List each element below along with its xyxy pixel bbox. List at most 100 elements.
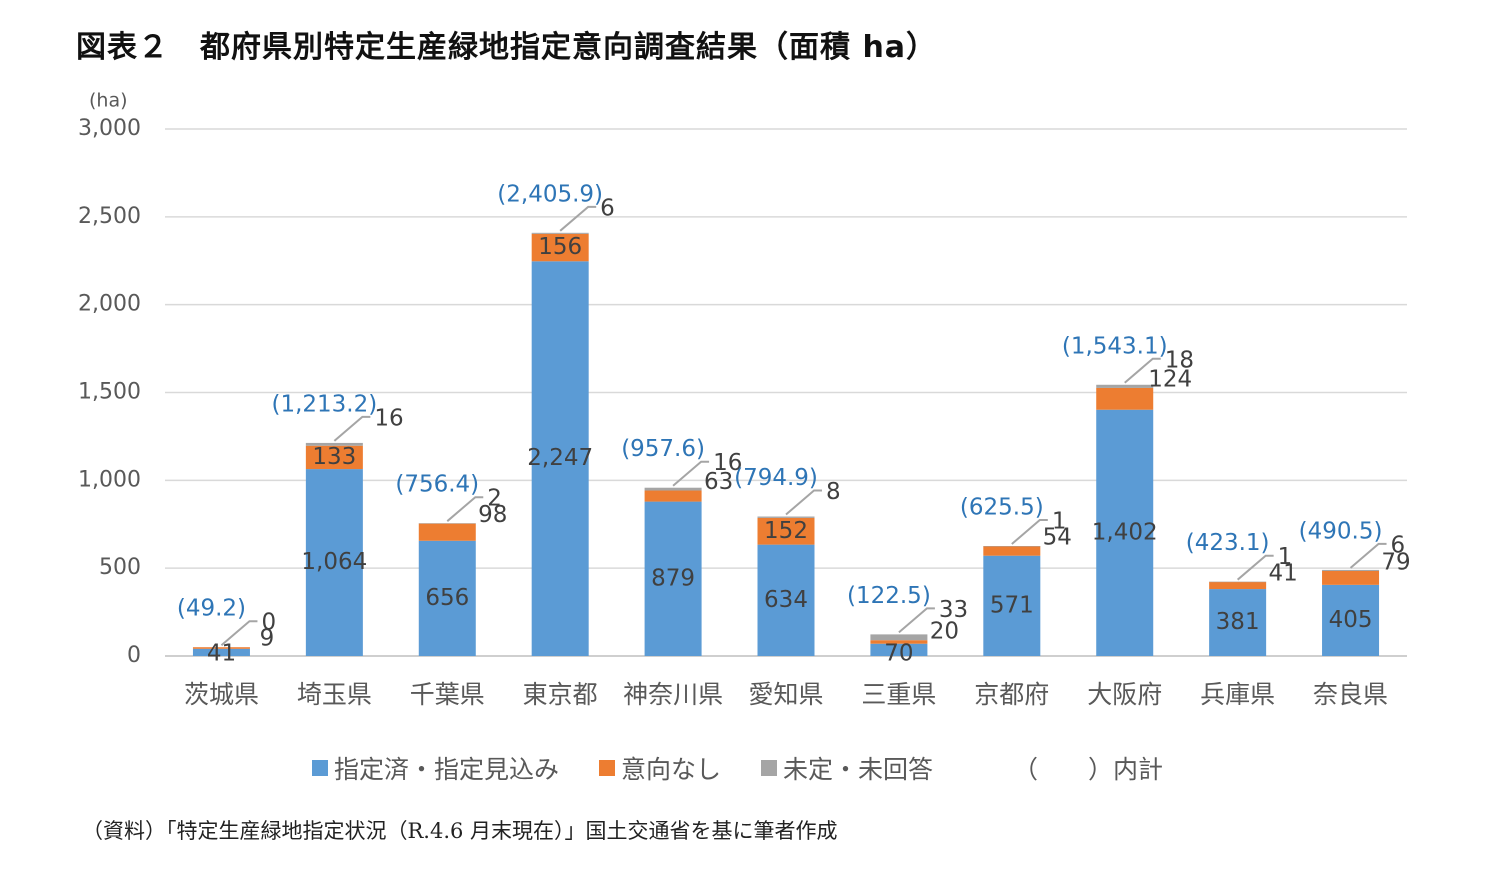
bar-designated [1096,409,1154,656]
data-label-undecided: 16 [374,405,403,431]
legend-swatch-no-intent [599,760,616,776]
leader-line [333,415,371,442]
bar-undecided [983,546,1041,547]
x-category-label: 京都府 [974,680,1049,709]
data-label-designated: 1,064 [301,549,367,575]
leader-line [1236,554,1274,581]
bar-no-intent [192,647,250,649]
data-label-designated: 634 [764,587,808,613]
data-label-undecided: 33 [939,597,968,623]
bar-undecided [305,442,363,446]
data-label-no-intent: 79 [1381,549,1410,575]
leader-line [559,205,597,232]
bar-no-intent [531,233,589,262]
bar-no-intent [1322,570,1380,585]
x-category-label: 兵庫県 [1200,680,1275,709]
data-label-designated: 879 [651,565,695,591]
bar-designated [192,648,250,656]
data-label-no-intent: 156 [538,234,582,260]
data-label-undecided: 6 [600,195,615,221]
data-label-no-intent: 63 [704,469,733,495]
data-label-no-intent: 152 [764,518,808,544]
data-label-designated: 381 [1216,609,1260,635]
data-label-total: (490.5) [1299,518,1383,544]
data-label-designated: 1,402 [1092,519,1158,545]
bar-designated [983,555,1041,656]
data-label-designated: 656 [425,585,469,611]
legend-label-undecided: 未定・未回答 [783,755,934,784]
bar-undecided [870,634,928,641]
y-tick-label: 1,500 [78,380,141,405]
leader-line [1011,519,1048,545]
legend-swatch-designated [312,760,328,776]
data-label-no-intent: 9 [260,626,275,652]
x-category-label: 神奈川県 [623,680,723,709]
bar-designated [305,469,363,656]
data-label-designated: 405 [1329,607,1373,633]
bar-no-intent [870,640,928,644]
data-label-undecided: 18 [1165,347,1194,373]
legend: 指定済・指定見込み 意向なし 未定・未回答 （ ）内計 [312,750,1203,786]
x-category-label: 大阪府 [1087,680,1162,709]
y-tick-label: 0 [127,643,141,668]
bar-no-intent [305,445,363,470]
bar-undecided [1322,569,1380,571]
x-category-label: 埼玉県 [297,680,372,709]
stacked-bar-chart: (ha)05001,0001,5002,0002,5003,000茨城県4190… [78,90,1411,710]
source-note: （資料）「特定生産緑地指定状況（R.4.6 月末現在）」国土交通省を基に筆者作成 [82,819,838,843]
leader-line [898,607,935,634]
bar-no-intent [757,517,815,545]
data-label-no-intent: 98 [478,502,507,528]
legend-swatch-undecided [761,760,778,776]
data-label-undecided: 1 [1278,544,1293,570]
bar-undecided [757,516,815,518]
data-label-total: (2,405.9) [497,181,603,207]
legend-item-designated: 指定済・指定見込み [312,750,559,786]
data-label-undecided: 8 [826,479,841,505]
bar-undecided [1209,581,1267,583]
data-label-total: (794.9) [734,465,818,491]
leader-line [1349,542,1387,569]
bar-designated [1209,589,1267,656]
y-tick-label: 2,500 [78,204,141,229]
x-category-label: 東京都 [523,680,598,709]
data-label-total: (957.6) [621,436,705,462]
data-label-total: (1,543.1) [1062,333,1168,359]
data-label-no-intent: 133 [312,444,356,470]
x-category-label: 三重県 [861,680,936,709]
data-label-total: (1,213.2) [271,391,377,417]
bar-designated [757,544,815,656]
bar-designated [418,540,476,656]
leader-line [672,460,710,487]
y-axis-unit-label: (ha) [89,90,128,112]
bar-designated [870,643,928,656]
data-label-total: (423.1) [1186,530,1270,556]
data-label-designated: 70 [884,641,913,667]
y-tick-label: 500 [99,555,141,580]
x-category-label: 茨城県 [184,680,259,709]
bar-no-intent [644,490,702,502]
bar-no-intent [1096,387,1154,410]
data-label-undecided: 16 [713,450,742,476]
bar-designated [1322,584,1380,656]
bar-no-intent [1209,581,1267,590]
bar-designated [644,501,702,656]
data-label-no-intent: 54 [1043,525,1072,551]
legend-label-total: （ ）内計 [1013,755,1164,784]
data-label-undecided: 2 [487,486,502,512]
x-category-label: 愛知県 [748,680,823,709]
data-label-designated: 571 [990,592,1034,618]
chart-title: 図表２ 都府県別特定生産緑地指定意向調査結果（面積 ha） [76,30,938,65]
legend-label-designated: 指定済・指定見込み [334,755,560,784]
legend-label-no-intent: 意向なし [621,755,722,784]
y-tick-label: 1,000 [78,467,141,492]
data-label-total: (756.4) [395,472,479,498]
data-label-total: (625.5) [960,495,1044,521]
data-label-no-intent: 124 [1148,366,1192,392]
data-label-undecided: 6 [1391,532,1406,558]
y-tick-label: 2,000 [78,292,141,317]
bar-undecided [531,232,589,234]
bar-undecided [644,487,702,491]
legend-item-undecided: 未定・未回答 [761,750,933,786]
legend-item-no-intent: 意向なし [599,750,721,786]
